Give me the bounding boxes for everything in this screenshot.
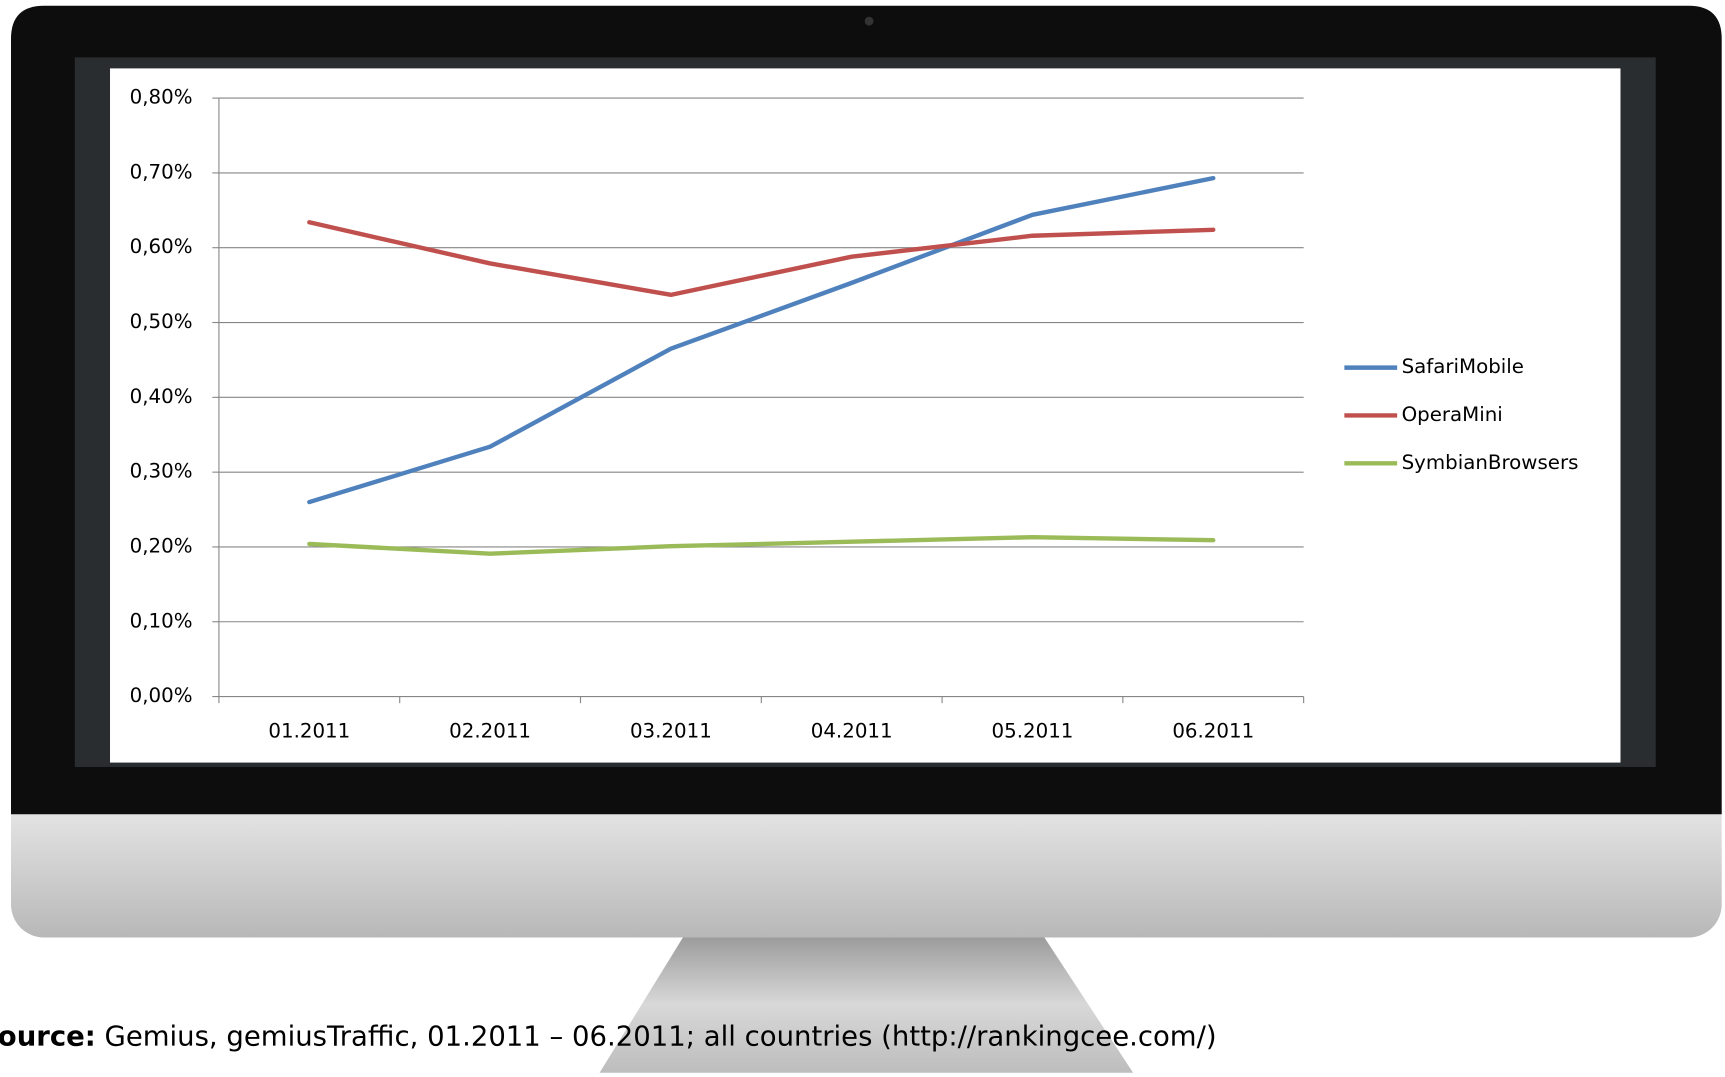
chart: 0,00% 0,10% 0,20% 0,30% 0,40% 0,50% 0,60% 0,70%… bbox=[130, 86, 1579, 743]
source-label: Source: bbox=[0, 1021, 96, 1053]
x-tick-label: 04.2011 bbox=[811, 719, 893, 742]
monitor-stand bbox=[599, 935, 1134, 1073]
y-tick-label: 0,30% bbox=[130, 460, 193, 483]
series-line bbox=[307, 175, 1216, 505]
x-tick-label: 02.2011 bbox=[449, 719, 531, 742]
y-tick-label: 0,50% bbox=[130, 310, 193, 333]
series-line bbox=[307, 220, 1216, 298]
x-tick-label: 03.2011 bbox=[630, 719, 712, 742]
series-line bbox=[307, 535, 1216, 556]
y-tick-label: 0,80% bbox=[130, 86, 193, 109]
source-note: Source: Gemius, gemiusTraffic, 01.2011 –… bbox=[0, 1021, 1217, 1053]
x-tick-label: 01.2011 bbox=[268, 719, 350, 742]
y-tick-label: 0,40% bbox=[130, 385, 193, 408]
x-tick-label: 06.2011 bbox=[1172, 719, 1254, 742]
x-tick-label: 05.2011 bbox=[992, 719, 1074, 742]
y-tick-label: 0,20% bbox=[130, 534, 193, 557]
y-tick-label: 0,70% bbox=[130, 160, 193, 183]
y-tick-label: 0,10% bbox=[130, 609, 193, 632]
y-tick-label: 0,00% bbox=[130, 684, 193, 707]
legend-label: OperaMini bbox=[1402, 403, 1503, 426]
legend-label: SymbianBrowsers bbox=[1402, 451, 1579, 474]
y-tick-label: 0,60% bbox=[130, 235, 193, 258]
source-text: Gemius, gemiusTraffic, 01.2011 – 06.2011… bbox=[96, 1021, 1217, 1053]
legend-label: SafariMobile bbox=[1402, 355, 1524, 378]
camera bbox=[864, 16, 874, 26]
